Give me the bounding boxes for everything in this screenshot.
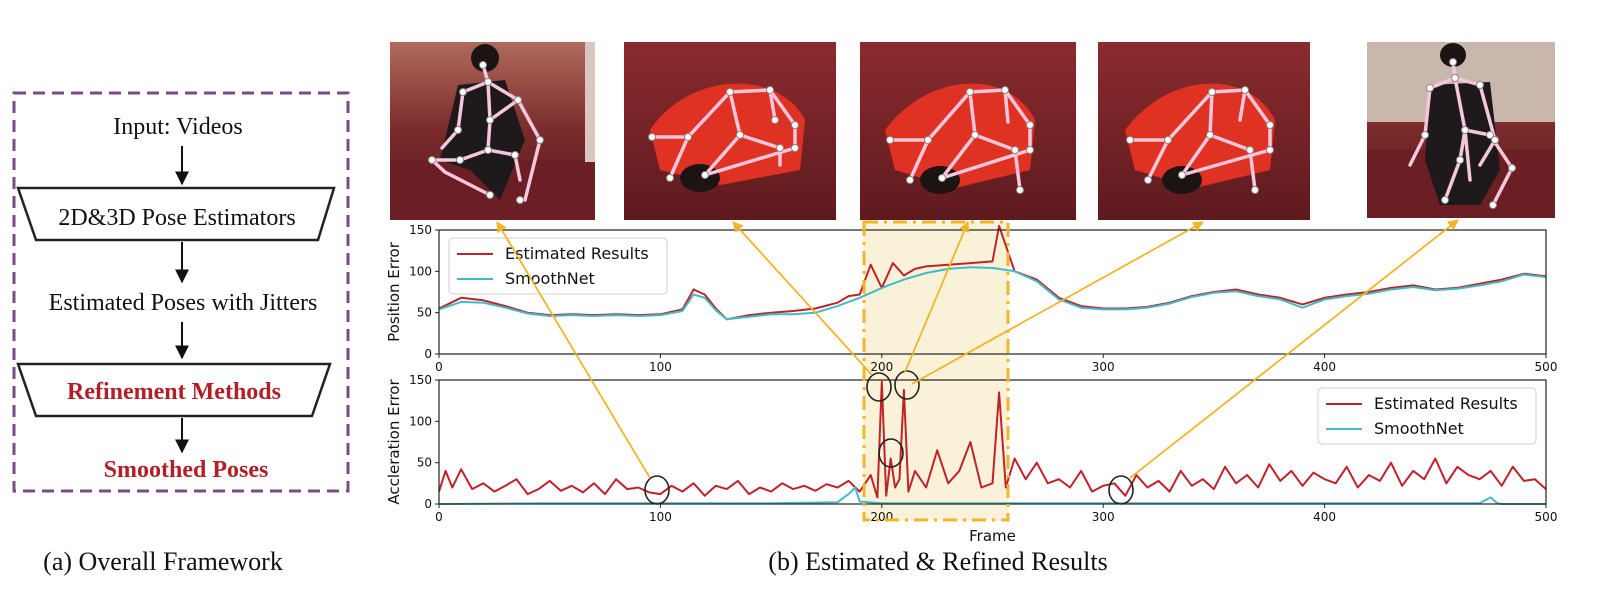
step-input: Input: Videos <box>113 114 242 140</box>
pose-frame-1 <box>390 42 595 220</box>
framework-panel: Input: Videos 2D&3D Pose Estimators Esti… <box>12 91 350 576</box>
pose-frame-2 <box>624 42 836 220</box>
framework-border <box>12 91 350 493</box>
x-tick-label: 0 <box>435 510 443 524</box>
y-axis-label: Position Error <box>385 241 403 342</box>
plot-frame <box>438 379 1547 505</box>
y-tick-label: 50 <box>417 306 432 320</box>
x-tick-label: 500 <box>1535 510 1558 524</box>
y-tick-label: 0 <box>424 347 432 361</box>
legend-box <box>1317 387 1537 445</box>
plot-frame <box>438 229 1547 355</box>
legend-label: SmoothNet <box>1374 419 1464 438</box>
legend-label: SmoothNet <box>505 269 595 288</box>
jitter-circle-4 <box>878 438 904 468</box>
jitter-circle-2 <box>866 372 892 402</box>
thumbnails <box>390 42 1555 220</box>
caption-framework: (a) Overall Framework <box>43 547 283 576</box>
y-tick-label: 150 <box>409 373 432 387</box>
jitter-markers <box>644 370 1134 505</box>
caption-results: (b) Estimated & Refined Results <box>768 547 1107 576</box>
x-tick-label: 200 <box>870 510 893 524</box>
x-tick-label: 300 <box>1092 360 1115 374</box>
y-tick-label: 100 <box>409 414 432 428</box>
x-tick-label: 400 <box>1313 360 1336 374</box>
connector-arrow-5 <box>1129 219 1459 479</box>
legend-label: Estimated Results <box>505 244 649 263</box>
x-axis-label: Frame <box>969 527 1016 545</box>
pose-frame-5 <box>1367 42 1555 218</box>
x-tick-label: 300 <box>1092 510 1115 524</box>
step-estimators: 2D&3D Pose Estimators <box>58 205 295 231</box>
series-smoothnet-line <box>438 486 1546 505</box>
step-smoothed: Smoothed Poses <box>104 457 269 483</box>
connector-arrows <box>496 219 1459 479</box>
y-tick-label: 50 <box>417 456 432 470</box>
y-axis-label: Accleration Error <box>385 379 403 505</box>
x-tick-label: 100 <box>649 360 672 374</box>
jitter-circle-1 <box>644 475 670 505</box>
refinement-box <box>16 362 332 418</box>
jitter-circle-5 <box>1108 475 1134 505</box>
highlight-border <box>862 220 1010 522</box>
pose-frame-3 <box>860 42 1076 220</box>
estimators-box <box>16 186 336 242</box>
x-tick-label: 500 <box>1535 360 1558 374</box>
step-refinement: Refinement Methods <box>67 379 281 405</box>
series-estimated-line <box>438 380 1547 499</box>
series-smoothnet-line <box>438 266 1547 321</box>
y-tick-label: 150 <box>409 223 432 237</box>
pose-frame-4 <box>1098 42 1310 220</box>
x-tick-label: 400 <box>1313 510 1336 524</box>
jitter-circle-3 <box>894 370 920 400</box>
step-jitters: Estimated Poses with Jitters <box>49 290 318 316</box>
x-tick-label: 0 <box>435 360 443 374</box>
position-error-chart: 0 100 200 300 400 500 0 50 100 150 Position Error E… <box>385 223 1557 374</box>
connector-arrow-2 <box>732 221 873 376</box>
connector-arrow-1 <box>496 221 651 479</box>
x-tick-label: 100 <box>649 510 672 524</box>
y-tick-label: 0 <box>424 497 432 511</box>
legend-box <box>448 237 668 295</box>
connector-arrow-4 <box>911 221 1204 385</box>
y-tick-label: 100 <box>409 264 432 278</box>
acceleration-error-chart: 0 100 200 300 400 500 0 50 100 150 Accleration Err… <box>385 373 1557 545</box>
connector-arrow-3 <box>904 221 970 373</box>
x-tick-label: 200 <box>870 360 893 374</box>
legend-label: Estimated Results <box>1374 394 1518 413</box>
